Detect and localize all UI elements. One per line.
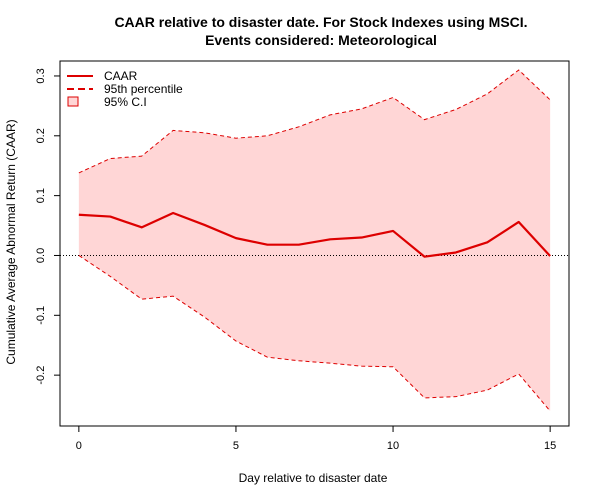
legend-label-ci: 95% C.I (104, 95, 147, 109)
plot-frame (59, 60, 570, 427)
ci-band (78, 69, 551, 412)
x-tick-label: 5 (233, 440, 239, 452)
x-tick-label: 0 (76, 440, 82, 452)
plot-area: 0 5 10 15 -0.2 -0.1 0.0 0.1 0.2 0.3 (35, 60, 570, 452)
y-tick-label: 0.1 (35, 188, 47, 203)
y-axis-label: Cumulative Average Abnormal Return (CAAR… (4, 119, 18, 364)
x-tick-label: 10 (387, 440, 399, 452)
percentile-line-upper (78, 69, 551, 174)
y-tick-label: 0.3 (35, 68, 47, 83)
caar-line (78, 211, 551, 258)
y-tick-label: -0.1 (35, 306, 47, 325)
y-tick-label: 0.0 (35, 248, 47, 263)
x-tick-label: 15 (544, 440, 556, 452)
legend-label-caar: CAAR (104, 69, 138, 83)
legend-label-percentile: 95th percentile (104, 82, 183, 96)
chart-title-line-1: CAAR relative to disaster date. For Stoc… (114, 14, 527, 30)
y-tick-label: 0.2 (35, 128, 47, 143)
x-axis-label: Day relative to disaster date (239, 471, 388, 485)
legend: CAAR 95th percentile 95% C.I (67, 69, 183, 109)
chart-title-line-2: Events considered: Meteorological (205, 32, 437, 48)
percentile-line-lower (78, 255, 551, 412)
legend-swatch-ci (67, 96, 79, 107)
y-tick-label: -0.2 (35, 366, 47, 385)
